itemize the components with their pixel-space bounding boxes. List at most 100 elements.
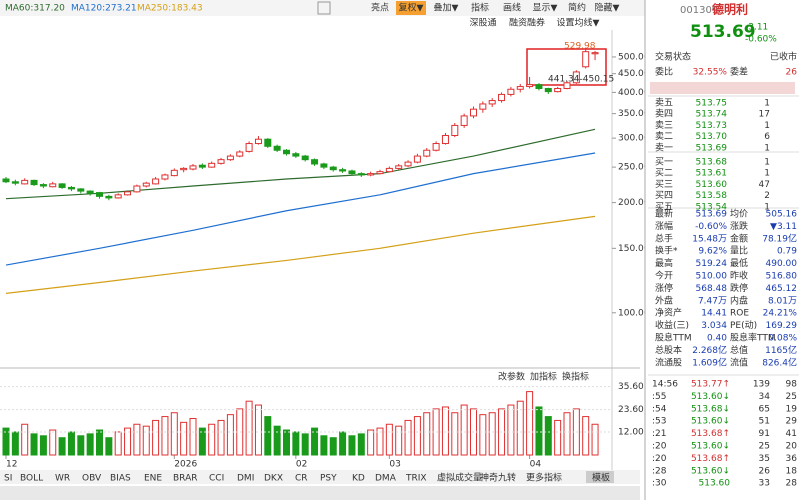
candle-body bbox=[385, 167, 393, 173]
x-tick-label: 2026 bbox=[174, 460, 197, 470]
candle-body bbox=[479, 103, 487, 110]
candle-body bbox=[273, 145, 281, 151]
stat-cell: 内盘 bbox=[730, 294, 748, 306]
indicator-tab[interactable]: OBV bbox=[82, 474, 102, 484]
icon[interactable] bbox=[317, 1, 331, 15]
toolbar-button[interactable]: 隐藏▼ bbox=[595, 2, 620, 14]
toolbar-button[interactable]: 画线 bbox=[503, 2, 521, 14]
stat-cell: 78.19亿 bbox=[762, 232, 797, 244]
book-price: 513.60 bbox=[696, 180, 728, 190]
candle-body bbox=[30, 179, 38, 186]
tick-price: 513.68↑ bbox=[691, 429, 730, 439]
stat-cell: 510.00 bbox=[696, 272, 728, 282]
toolbar-button[interactable]: 复权▼ bbox=[399, 2, 424, 14]
stat-cell: ROE bbox=[730, 309, 749, 319]
panel-button[interactable]: 改参数 bbox=[498, 371, 525, 383]
stat-cell: 505.16 bbox=[766, 210, 798, 220]
candle-body bbox=[376, 171, 384, 175]
book-label: 卖五 bbox=[655, 98, 673, 109]
indicator-tab[interactable]: BOLL bbox=[20, 474, 43, 484]
tick-volume: 65 bbox=[759, 404, 770, 414]
book-label: 买五 bbox=[655, 201, 673, 212]
stat-cell: 最高 bbox=[655, 257, 673, 269]
tick-volume: 25 bbox=[759, 442, 770, 452]
status-cell: 委比 bbox=[655, 66, 673, 78]
candle-body bbox=[198, 164, 206, 168]
status-cell: 32.55% bbox=[693, 68, 728, 78]
panel-button[interactable]: 换指标 bbox=[562, 371, 589, 383]
stat-cell: 8.01万 bbox=[768, 296, 797, 306]
book-volume: 1 bbox=[764, 143, 770, 153]
candle-body bbox=[329, 166, 337, 171]
indicator-tab[interactable]: WR bbox=[55, 474, 70, 484]
book-volume: 6 bbox=[764, 132, 770, 142]
panel-button[interactable]: 加指标 bbox=[530, 371, 557, 383]
indicator-tab[interactable]: CCI bbox=[209, 474, 224, 484]
volume-bar bbox=[544, 416, 552, 456]
candle-body bbox=[348, 170, 356, 175]
indicator-tab[interactable]: ENE bbox=[144, 474, 162, 484]
indicator-tab[interactable]: PSY bbox=[320, 474, 337, 484]
tick-volume: 34 bbox=[759, 392, 771, 402]
stat-cell: 昨收 bbox=[730, 270, 748, 282]
candle-body bbox=[451, 124, 459, 137]
volume-bar bbox=[226, 414, 234, 456]
indicator-tab[interactable]: KD bbox=[352, 474, 365, 484]
volume-bar bbox=[161, 416, 169, 456]
volume-bar bbox=[376, 427, 384, 456]
candle-body bbox=[404, 161, 412, 167]
tick-volume: 51 bbox=[759, 417, 770, 427]
tick-count: 29 bbox=[786, 417, 798, 427]
stock-name: 德明利 bbox=[712, 2, 748, 17]
indicator-tab[interactable]: DKX bbox=[264, 474, 283, 484]
stat-cell: 0.40 bbox=[707, 334, 727, 344]
stat-cell: PE(动) bbox=[730, 320, 757, 331]
indicator-tab[interactable]: 神奇九转 bbox=[480, 472, 516, 484]
candle-body bbox=[170, 169, 178, 177]
stat-cell: 涨停 bbox=[655, 282, 673, 294]
x-tick-label: 04 bbox=[530, 460, 542, 470]
volume-bar bbox=[30, 433, 38, 456]
candle-body bbox=[67, 186, 75, 190]
indicator-tab[interactable]: DMI bbox=[237, 474, 254, 484]
stat-cell: 流值 bbox=[730, 356, 748, 368]
indicator-tab[interactable]: BRAR bbox=[173, 474, 197, 484]
tick-count: 18 bbox=[786, 466, 798, 476]
volume-bar bbox=[311, 427, 319, 456]
toolbar-button[interactable]: 叠加▼ bbox=[434, 3, 459, 14]
indicator-tab[interactable]: SI bbox=[4, 474, 12, 484]
candle-body bbox=[516, 86, 524, 90]
toolbar-bg bbox=[0, 0, 645, 16]
book-volume: 1 bbox=[764, 202, 770, 212]
stat-cell: 金额 bbox=[730, 232, 748, 244]
indicator-tab[interactable]: 虚拟成交量 bbox=[437, 472, 482, 484]
volume-bar bbox=[67, 431, 75, 456]
volume-bar bbox=[451, 412, 459, 456]
tick-price: 513.60↓ bbox=[691, 442, 730, 452]
candle-body bbox=[460, 115, 468, 126]
stat-cell: 今开 bbox=[655, 270, 673, 282]
indicator-tab[interactable]: BIAS bbox=[110, 474, 131, 484]
volume-bar bbox=[264, 416, 272, 456]
candle-body bbox=[413, 155, 421, 163]
tick-time: :30 bbox=[652, 479, 667, 489]
sub-button[interactable]: 融资融券 bbox=[509, 17, 545, 29]
indicator-tab[interactable]: DMA bbox=[375, 474, 397, 484]
volume-bar bbox=[395, 425, 403, 456]
volume-bar bbox=[124, 427, 132, 456]
sub-button[interactable]: 设置均线▼ bbox=[557, 17, 600, 29]
tick-price: 513.68↑ bbox=[691, 454, 730, 464]
sub-button[interactable]: 深股通 bbox=[469, 18, 496, 29]
toolbar-button[interactable]: 简约 bbox=[568, 2, 586, 14]
volume-bar bbox=[441, 406, 449, 456]
indicator-tab[interactable]: CR bbox=[295, 474, 308, 484]
toolbar-button[interactable]: 显示▼ bbox=[533, 3, 558, 14]
toolbar-button[interactable]: 亮点 bbox=[371, 2, 389, 14]
toolbar-button[interactable]: 指标 bbox=[471, 2, 489, 14]
status-cell: 委差 bbox=[730, 66, 748, 78]
book-volume: 1 bbox=[764, 158, 770, 168]
indicator-tab[interactable]: TRIX bbox=[405, 474, 427, 484]
stat-cell: 总股本 bbox=[655, 344, 682, 356]
indicator-tab[interactable]: 模板 bbox=[592, 472, 610, 484]
indicator-tab[interactable]: 更多指标 bbox=[526, 472, 562, 484]
